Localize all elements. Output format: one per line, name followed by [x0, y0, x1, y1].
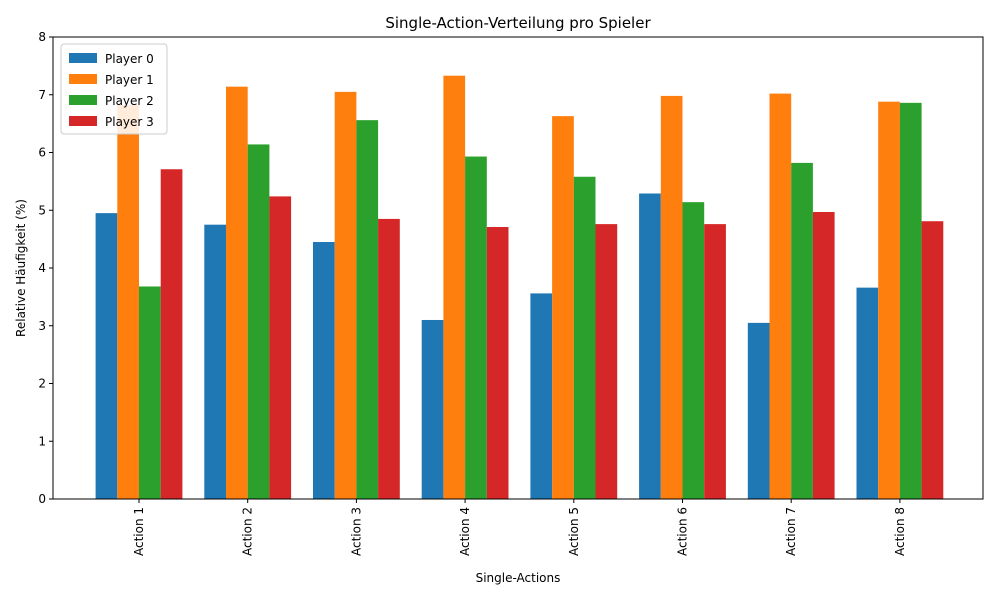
bar-player-1-action-8	[878, 101, 900, 500]
y-axis: 0 1 2 3 4 5 6 7 8	[38, 30, 53, 506]
bar-player-3-action-2	[269, 196, 292, 499]
legend: Player 0 Player 1 Player 2 Player 3	[60, 43, 168, 135]
legend-label: Player 0	[105, 52, 154, 66]
y-axis-title: Relative Häufigkeit (%)	[14, 199, 28, 337]
bar-player-1-action-7	[769, 93, 792, 499]
y-tick-label: 7	[38, 88, 46, 102]
bar-player-3-action-5	[595, 224, 618, 500]
bar-player-3-action-3	[378, 218, 400, 499]
bar-player-1-action-2	[226, 86, 248, 499]
legend-box	[60, 43, 168, 135]
x-axis: Action 1 Action 2 Action 3 Action 4 Action 5…	[132, 499, 907, 556]
bar-player-0-action-8	[856, 287, 879, 499]
bar-player-3-action-7	[812, 211, 835, 500]
bar-player-3-action-4	[486, 226, 509, 499]
y-tick-label: 3	[38, 319, 46, 333]
y-tick-label: 1	[38, 434, 46, 448]
bar-player-1-action-4	[443, 75, 466, 499]
bar-player-0-action-4	[421, 319, 444, 499]
y-tick-label: 0	[38, 492, 46, 506]
bar-player-2-action-8	[899, 102, 922, 500]
bar-player-2-action-3	[356, 120, 379, 499]
bar-player-2-action-7	[791, 162, 813, 499]
y-tick-label: 6	[38, 146, 46, 160]
legend-label: Player 3	[105, 115, 154, 129]
bar-player-2-action-2	[247, 144, 270, 500]
bar-player-0-action-1	[95, 213, 118, 499]
x-tick-label: Action 8	[893, 507, 907, 556]
y-tick-label: 5	[38, 203, 46, 217]
legend-swatch	[69, 53, 97, 63]
legend-label: Player 2	[105, 94, 154, 108]
bars-group	[95, 75, 944, 500]
x-tick-label: Action 6	[676, 507, 690, 556]
bar-player-0-action-5	[530, 293, 553, 499]
bar-player-0-action-3	[313, 242, 335, 499]
bar-player-0-action-2	[204, 224, 226, 499]
axes-frame	[52, 36, 984, 500]
y-tick-label: 4	[38, 261, 46, 275]
x-tick-label: Action 5	[567, 507, 581, 556]
x-tick-label: Action 7	[784, 507, 798, 556]
bar-player-1-action-5	[552, 116, 574, 500]
bar-player-0-action-7	[747, 322, 770, 499]
x-axis-title: Single-Actions	[476, 571, 561, 585]
legend-swatch	[69, 116, 97, 126]
bar-player-2-action-1	[139, 286, 161, 499]
y-tick-label: 2	[38, 377, 46, 391]
bar-player-1-action-3	[334, 91, 357, 500]
x-tick-label: Action 1	[132, 507, 146, 556]
bar-player-3-action-1	[160, 169, 183, 499]
legend-swatch	[69, 95, 97, 105]
chart-title: Single-Action-Verteilung pro Spieler	[385, 14, 651, 32]
bar-player-1-action-6	[660, 95, 683, 499]
legend-label: Player 1	[105, 73, 154, 87]
bar-player-1-action-1	[117, 105, 139, 500]
bar-player-2-action-5	[573, 176, 596, 499]
bar-player-2-action-6	[682, 202, 705, 500]
legend-swatch	[69, 74, 97, 84]
y-tick-label: 8	[38, 30, 46, 44]
bar-player-2-action-4	[465, 156, 487, 500]
bar-player-3-action-8	[921, 221, 944, 499]
x-tick-label: Action 4	[458, 507, 472, 556]
bar-player-0-action-6	[639, 193, 661, 499]
x-tick-label: Action 3	[349, 507, 363, 556]
x-tick-label: Action 2	[241, 507, 255, 556]
bar-player-3-action-6	[704, 224, 726, 500]
